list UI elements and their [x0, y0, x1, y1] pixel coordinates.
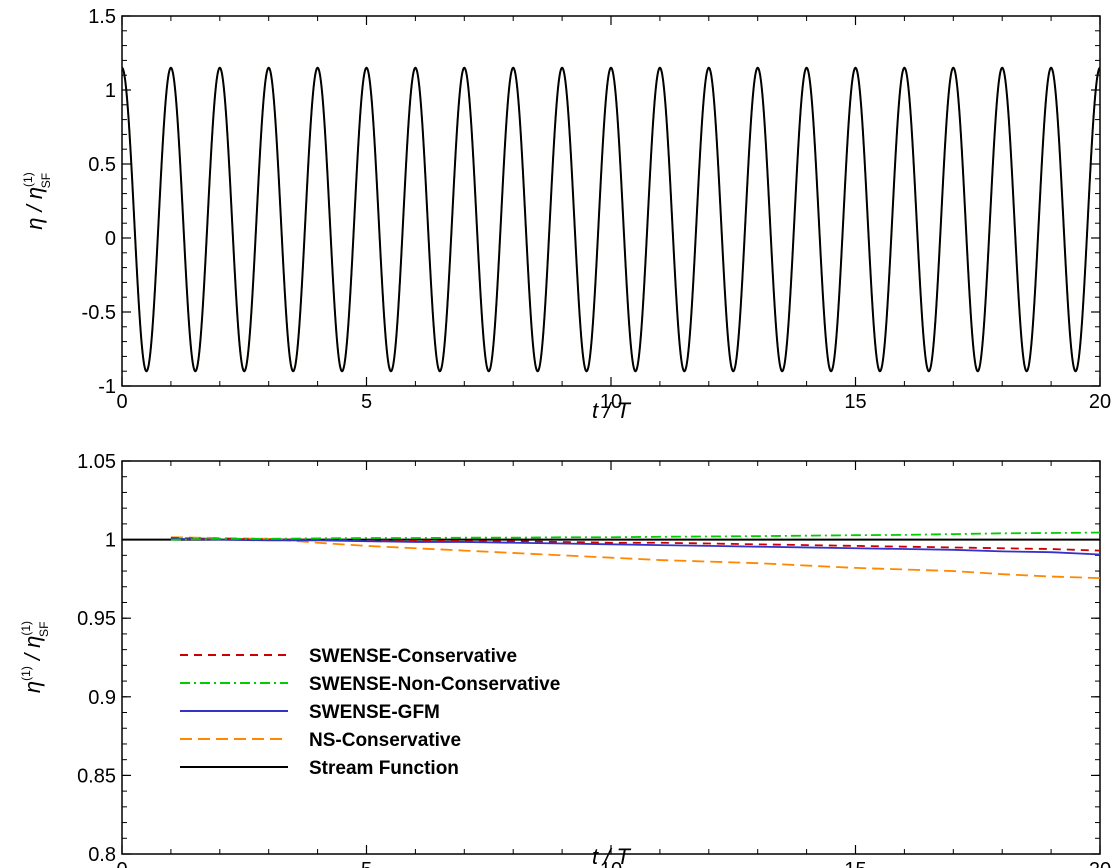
x-axis-title-top: t / T	[592, 398, 631, 423]
y-tick-label-bottom: 0.85	[77, 765, 116, 787]
tick-labels-top: 0 5 10 15 20 -1 -0.5 0 0.5 1 1.5	[82, 6, 1112, 413]
legend-label: SWENSE-Conservative	[309, 646, 517, 667]
svg-text:η / η(1)SF: η / η(1) SF	[21, 172, 53, 229]
y-axis-title-top-sub: SF	[39, 173, 53, 188]
legend-label: NS-Conservative	[309, 730, 461, 751]
series-top	[121, 66, 1101, 373]
y-tick-label-top: -0.5	[82, 302, 116, 324]
x-tick-label-bottom: 5	[361, 859, 372, 868]
y-tick-label-top: -1	[98, 376, 116, 398]
legend-label: SWENSE-GFM	[309, 702, 440, 723]
y-tick-label-bottom: 0.9	[88, 687, 116, 709]
plot-frame-top	[121, 15, 1101, 387]
tick-marks-bottom	[121, 460, 1101, 855]
x-tick-label-bottom: 10	[600, 859, 622, 868]
x-tick-label-top: 15	[844, 391, 866, 413]
y-axis-title-bottom-eta1: η	[20, 681, 45, 693]
y-tick-label-bottom: 1.05	[77, 451, 116, 473]
y-tick-label-bottom: 0.8	[88, 844, 116, 866]
svg-text:η(1) / η(1)SF: η(1) / η(1) SF	[19, 621, 51, 693]
series-line-swense-non-conservative	[170, 531, 1101, 541]
series-line-stream-function-top	[121, 66, 1101, 373]
series-underlay-top	[121, 66, 1101, 373]
x-tick-label-bottom: 0	[116, 859, 127, 868]
y-tick-label-top: 0	[105, 228, 116, 250]
series-line-ns-conservative	[170, 536, 1101, 580]
tick-marks-top	[121, 15, 1101, 387]
y-tick-label-bottom: 0.95	[77, 608, 116, 630]
elevation-time-series-panel: 0 5 10 15 20 -1 -0.5 0 0.5 1 1.5 t / T η / η(1) SF	[21, 6, 1111, 423]
x-tick-label-top: 20	[1089, 391, 1111, 413]
y-tick-label-top: 1.5	[88, 6, 116, 28]
tick-labels-bottom: 0 5 10 15 20 0.8 0.85 0.9 0.95 1 1.05	[77, 451, 1111, 868]
y-axis-title-bottom-sup1: (1)	[19, 666, 33, 681]
y-axis-title-bottom-slash: / η	[20, 636, 45, 667]
y-tick-label-bottom: 1	[105, 530, 116, 552]
y-axis-title-top: η / η(1) SF	[21, 172, 53, 229]
x-tick-label-bottom: 20	[1089, 859, 1111, 868]
x-tick-label-bottom: 15	[844, 859, 866, 868]
legend-label: SWENSE-Non-Conservative	[309, 674, 560, 695]
x-tick-label-top: 0	[116, 391, 127, 413]
y-tick-label-top: 1	[105, 80, 116, 102]
legend: SWENSE-Conservative SWENSE-Non-Conservati…	[180, 646, 560, 779]
series-bottom	[122, 531, 1101, 580]
y-tick-label-top: 0.5	[88, 154, 116, 176]
x-axis-title-bottom: t / T	[592, 844, 631, 868]
series-line-swense-gfm	[170, 537, 1101, 556]
y-axis-title-bottom-sub: SF	[37, 622, 51, 637]
y-axis-title-top-sup: (1)	[21, 172, 35, 187]
series-underlay-top	[121, 66, 1101, 373]
x-tick-label-top: 10	[600, 391, 622, 413]
y-axis-title-bottom-sup2: (1)	[19, 621, 33, 636]
y-axis-title-bottom: η(1) / η(1) SF	[19, 621, 51, 693]
x-tick-label-top: 5	[361, 391, 372, 413]
legend-label: Stream Function	[309, 758, 459, 779]
y-axis-title-top-text: η / η	[22, 187, 47, 230]
plot-frame-bottom	[121, 460, 1101, 855]
